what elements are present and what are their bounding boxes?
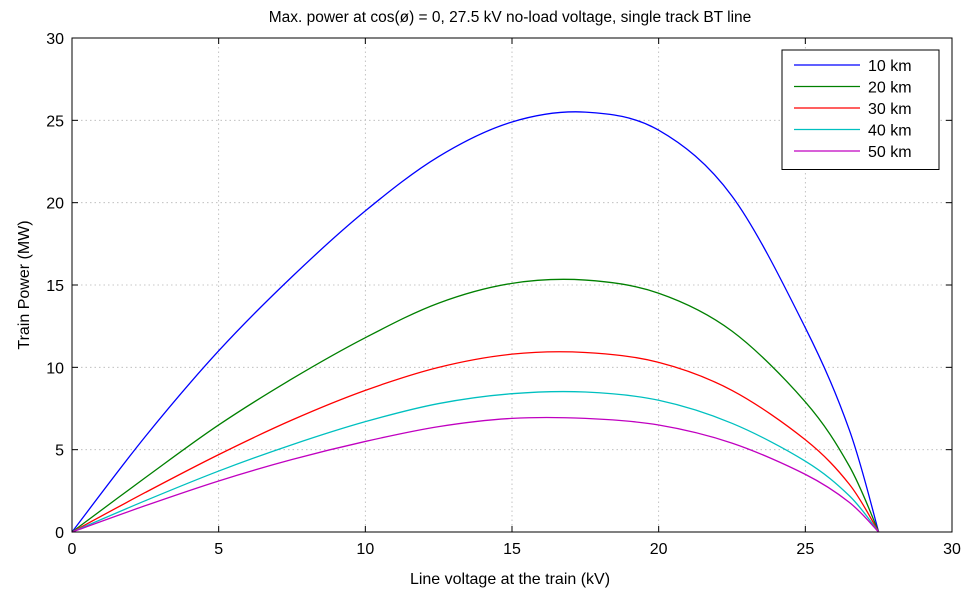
series-line [71, 278, 880, 533]
legend-label: 10 km [868, 58, 912, 75]
x-tick-label: 15 [503, 541, 521, 558]
x-tick-label: 0 [68, 541, 77, 558]
series-line [71, 351, 880, 533]
axis-ticks: 0 5 10 15 20 25 30 0 5 10 15 20 25 30 [46, 31, 961, 558]
legend-box [781, 49, 940, 170]
series-line [71, 390, 880, 533]
legend-label: 20 km [868, 80, 912, 97]
y-tick-label: 10 [46, 360, 64, 377]
series-line [71, 416, 880, 533]
y-tick-label: 0 [55, 525, 64, 542]
y-tick-label: 20 [46, 196, 64, 213]
x-axis-label: Line voltage at the train (kV) [410, 571, 610, 588]
y-tick-label: 30 [46, 31, 64, 48]
y-axis-label: Train Power (MW) [16, 220, 33, 349]
x-tick-label: 20 [650, 541, 668, 558]
x-tick-label: 25 [796, 541, 814, 558]
series-lines [71, 111, 880, 533]
y-tick-label: 15 [46, 278, 64, 295]
y-tick-label: 25 [46, 113, 64, 130]
legend: 10 km 20 km 30 km 40 km 50 km [781, 49, 940, 170]
legend-label: 30 km [868, 101, 912, 118]
x-tick-label: 5 [214, 541, 223, 558]
y-tick-label: 5 [55, 443, 64, 460]
x-tick-label: 10 [356, 541, 374, 558]
legend-label: 40 km [868, 123, 912, 140]
series-line [71, 111, 880, 533]
chart-title: Max. power at cos(ø) = 0, 27.5 kV no-loa… [269, 9, 752, 26]
x-tick-label: 30 [943, 541, 961, 558]
legend-label: 50 km [868, 144, 912, 161]
